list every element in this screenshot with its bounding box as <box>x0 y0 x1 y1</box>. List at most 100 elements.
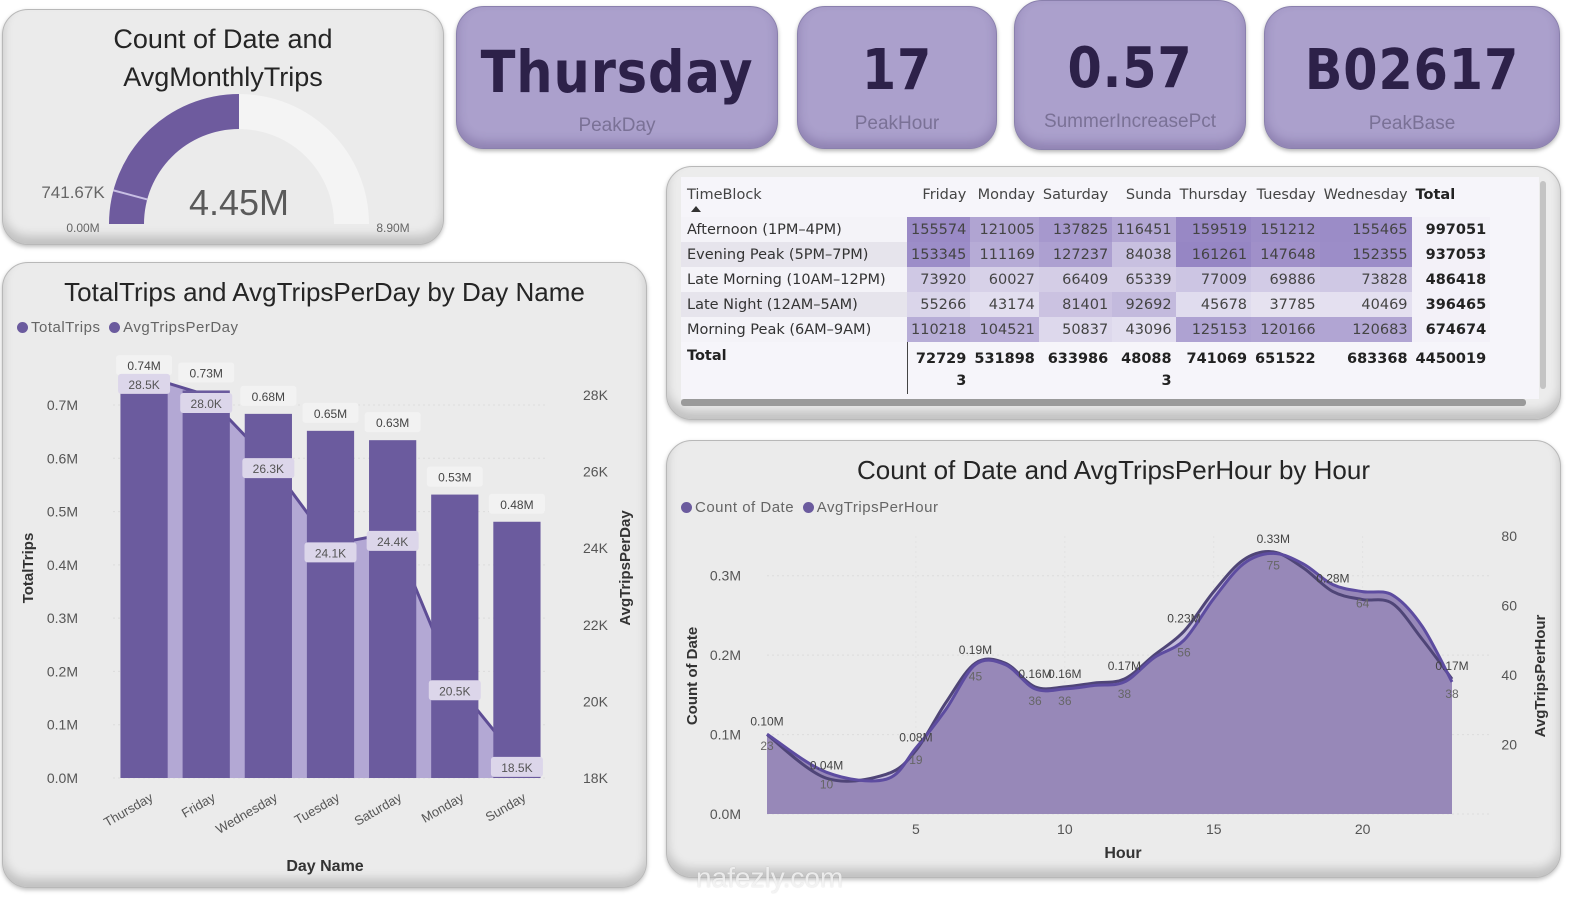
matrix-cell: 111169 <box>970 242 1039 267</box>
matrix-cell: 153345 <box>907 242 971 267</box>
matrix-cell: 60027 <box>970 267 1039 292</box>
row-total-cell: 674674 <box>1411 317 1491 342</box>
avg-data-label: 38 <box>1118 687 1132 701</box>
y2-tick-label: 20 <box>1501 737 1517 753</box>
matrix-cell: 77009 <box>1175 267 1252 292</box>
matrix-cell: 73828 <box>1319 267 1412 292</box>
matrix-row[interactable]: Morning Peak (6AM–9AM) 110218 104521 50837 4… <box>681 317 1491 342</box>
matrix-cell: 69886 <box>1251 267 1320 292</box>
kpi-value: B02617 <box>1304 38 1520 103</box>
y2-tick-label: 20K <box>583 693 609 709</box>
column-header-wednesday[interactable]: Wednesday <box>1323 187 1408 203</box>
column-header-thursday[interactable]: Thursday <box>1179 187 1248 203</box>
y2-axis-title: AvgTripsPerHour <box>1532 614 1549 737</box>
legend-dot-icon <box>681 502 692 513</box>
column-header-total[interactable]: Total <box>1415 187 1456 203</box>
avg-data-label: 23 <box>760 739 774 753</box>
matrix-cell: 43174 <box>970 292 1039 317</box>
total-cell: 72729 3 <box>915 351 967 389</box>
matrix-cell: 152355 <box>1319 242 1412 267</box>
x-tick-label: 5 <box>912 821 920 837</box>
avg-label-bg <box>118 373 171 394</box>
matrix-row[interactable]: Late Morning (10AM–12PM) 73920 60027 66409 6… <box>681 267 1491 292</box>
y-tick-label: 0.1M <box>710 727 741 743</box>
hour-chart-plot[interactable]: 0.0M 0.1M 0.2M 0.3M 20 40 60 80 5 10 15 20 0.10M 23 0.… <box>667 441 1562 879</box>
kpi-card-summer-increase[interactable]: 0.57 SummerIncreasePct <box>1014 0 1246 150</box>
y-axis-title: Count of Date <box>684 627 701 725</box>
matrix-cell: 125153 <box>1175 317 1252 342</box>
avgtripsperhour-area <box>767 553 1452 814</box>
matrix-horizontal-scrollbar[interactable] <box>681 399 1526 406</box>
matrix-cell: 66409 <box>1038 267 1113 292</box>
y-tick-label: 0.3M <box>710 568 741 584</box>
column-header-friday[interactable]: Friday <box>922 187 967 203</box>
y-tick-label: 0.7M <box>47 397 78 413</box>
y-tick-label: 0.3M <box>47 610 78 626</box>
matrix-cell: 151212 <box>1251 217 1320 242</box>
avg-data-label: 45 <box>969 670 983 684</box>
x-tick-label: Monday <box>419 789 467 825</box>
bar-saturday <box>369 440 417 778</box>
matrix-cell: 116451 <box>1112 217 1176 242</box>
avg-value-label: 20.5K <box>439 684 470 698</box>
matrix-row[interactable]: Evening Peak (5PM–7PM) 153345 111169 127237… <box>681 242 1491 267</box>
kpi-card-peak-base[interactable]: B02617 PeakBase <box>1264 6 1560 149</box>
x-tick-label: Saturday <box>352 789 405 828</box>
row-total-cell: 396465 <box>1411 292 1491 317</box>
avg-data-label: 10 <box>820 777 834 791</box>
legend-item-avgtripsperhour[interactable]: AvgTripsPerHour <box>802 499 939 516</box>
row-label: Late Morning (10AM–12PM) <box>681 267 907 292</box>
matrix-cell: 137825 <box>1038 217 1113 242</box>
matrix-row[interactable]: Late Night (12AM–5AM) 55266 43174 81401 9269… <box>681 292 1491 317</box>
legend-item-count-of-date[interactable]: Count of Date <box>681 499 794 516</box>
matrix-cell: 121005 <box>970 217 1039 242</box>
legend-dot-icon <box>802 502 814 513</box>
legend-item-totaltrips[interactable]: TotalTrips <box>17 319 100 336</box>
legend-item-avgtripsperday[interactable]: AvgTripsPerDay <box>109 319 238 336</box>
y2-tick-label: 24K <box>583 540 609 556</box>
matrix-cell: 65339 <box>1112 267 1176 292</box>
matrix-cell: 127237 <box>1038 242 1113 267</box>
day-chart-plot[interactable]: 0.0M 0.1M 0.2M 0.3M 0.4M 0.5M 0.6M 0.7M 18K 20K 22… <box>3 263 648 889</box>
avg-data-label: 36 <box>1058 694 1072 708</box>
sort-ascending-icon[interactable] <box>691 206 701 212</box>
y-tick-label: 0.5M <box>47 504 78 520</box>
total-row-label: Total <box>681 342 908 394</box>
total-cell: 531898 <box>974 351 1035 367</box>
y2-tick-label: 28K <box>583 387 609 403</box>
matrix-cell: 147648 <box>1251 242 1320 267</box>
avg-value-label: 24.4K <box>377 535 408 549</box>
x-tick-label: Sunday <box>483 789 529 824</box>
row-label: Evening Peak (5PM–7PM) <box>681 242 907 267</box>
matrix-cell: 81401 <box>1038 292 1113 317</box>
gauge-max-label: 8.90M <box>376 221 409 235</box>
bar-monday <box>431 494 479 778</box>
matrix-cell: 155465 <box>1319 217 1412 242</box>
bar-label-bg <box>178 362 235 383</box>
avg-data-label: 64 <box>1356 597 1370 611</box>
y-tick-label: 0.4M <box>47 557 78 573</box>
kpi-card-peak-day[interactable]: Thursday PeakDay <box>456 6 778 149</box>
column-header-timeblock[interactable]: TimeBlock <box>681 177 907 217</box>
bar-value-label: 0.48M <box>500 498 533 512</box>
matrix-vertical-scrollbar[interactable] <box>1540 181 1546 389</box>
legend-dot-icon <box>17 322 28 333</box>
x-tick-label: Thursday <box>101 789 156 829</box>
matrix-total-row: Total 72729 3 531898 633986 48088 3 741069 651… <box>681 342 1490 394</box>
matrix-cell: 110218 <box>907 317 971 342</box>
avg-data-label: 38 <box>1445 687 1459 701</box>
gauge-chart[interactable]: 4.45M 0.00M 8.90M 741.67K <box>3 10 445 246</box>
kpi-card-peak-hour[interactable]: 17 PeakHour <box>797 6 997 149</box>
gauge-target-label: 741.67K <box>41 183 105 202</box>
gauge-min-label: 0.00M <box>66 221 99 235</box>
column-header-sunda[interactable]: Sunda <box>1125 187 1172 203</box>
column-header-saturday[interactable]: Saturday <box>1042 187 1109 203</box>
count-data-label: 0.17M <box>1108 659 1141 673</box>
column-header-label: TimeBlock <box>687 187 762 203</box>
matrix-row[interactable]: Afternoon (1PM–4PM) 155574 121005 137825 116… <box>681 217 1491 242</box>
bar-value-label: 0.63M <box>376 416 409 430</box>
x-tick-label: Wednesday <box>213 789 280 836</box>
column-header-monday[interactable]: Monday <box>977 187 1035 203</box>
column-header-tuesday[interactable]: Tuesday <box>1256 187 1316 203</box>
gauge-fill <box>109 94 240 224</box>
